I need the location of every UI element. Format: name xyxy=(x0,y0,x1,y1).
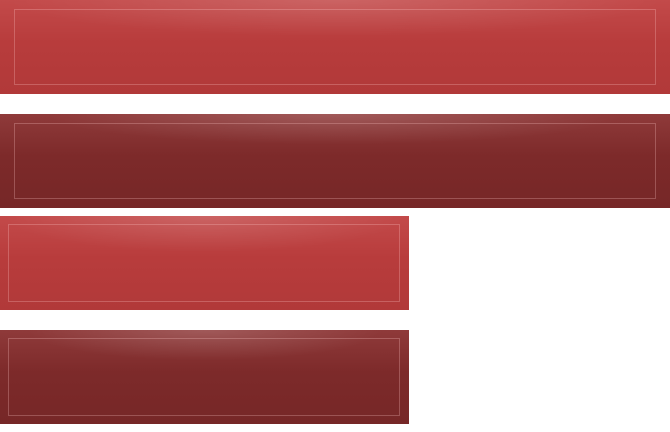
button-inner-border xyxy=(8,224,400,302)
narrow-red-button[interactable] xyxy=(0,216,409,310)
wide-red-button[interactable] xyxy=(0,0,670,94)
button-inner-border xyxy=(14,123,656,199)
button-inner-border xyxy=(14,9,656,85)
narrow-red-button-pressed[interactable] xyxy=(0,330,409,424)
button-inner-border xyxy=(8,338,400,416)
wide-red-button-pressed[interactable] xyxy=(0,114,670,208)
